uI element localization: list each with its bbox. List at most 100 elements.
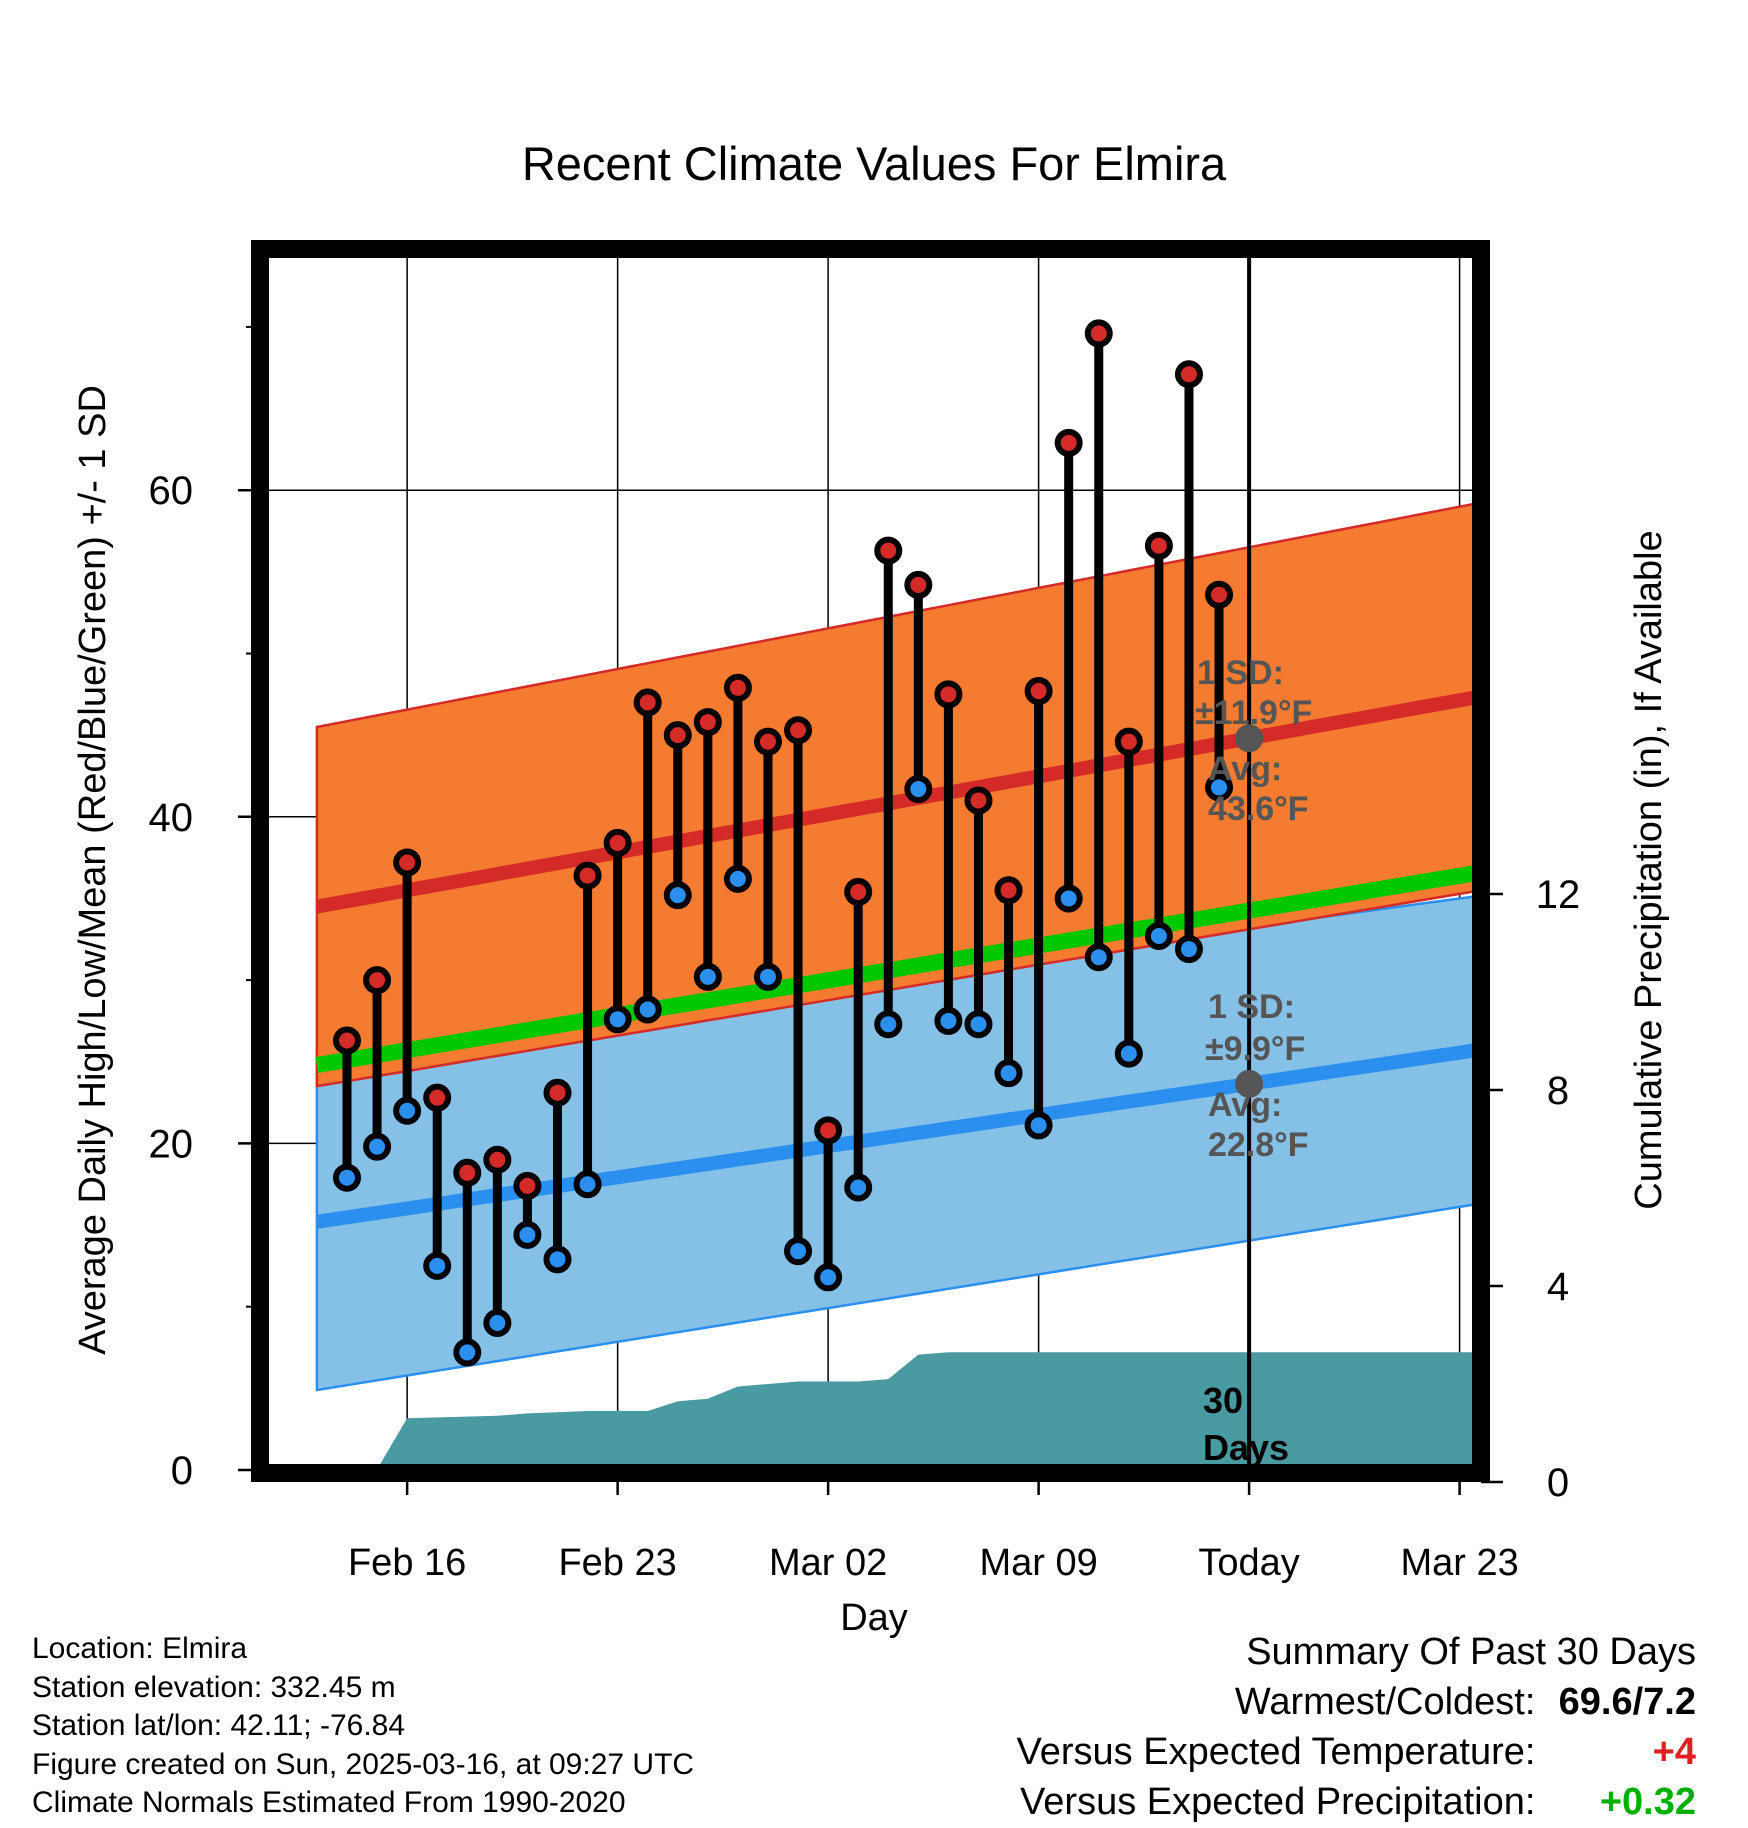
station-location: Location: Elmira [32, 1632, 248, 1665]
station-latlon: Station lat/lon: 42.11; -76.84 [32, 1709, 406, 1742]
high-point [573, 861, 602, 890]
low-avg-label: Avg: [1208, 1086, 1282, 1124]
low-sd-label: 1 SD: [1208, 988, 1295, 1026]
y2-tick-label: 0 [1547, 1461, 1569, 1505]
y2-axis-label: Cumulative Precipitation (in), If Availa… [1628, 530, 1670, 1209]
high-point [603, 828, 632, 857]
high-point [453, 1158, 482, 1187]
low-point [693, 962, 722, 991]
period-label-unit: Days [1203, 1427, 1289, 1468]
low-point [784, 1237, 813, 1266]
low-point [603, 1005, 632, 1034]
low-point [904, 775, 933, 804]
low-point [663, 881, 692, 910]
high-point [693, 708, 722, 737]
low-avg-value: 22.8°F [1208, 1126, 1309, 1164]
summary-precip-row: Versus Expected Precipitation: +0.32 [1017, 1777, 1696, 1827]
low-point [753, 962, 782, 991]
high-point [1024, 677, 1053, 706]
low-point [363, 1132, 392, 1161]
mean-line [315, 864, 1481, 1073]
high-point [814, 1116, 843, 1145]
low-point [1144, 922, 1173, 951]
high-point [333, 1026, 361, 1055]
y-axis-label: Average Daily High/Low/Mean (Red/Blue/Gr… [72, 385, 114, 1355]
high-point [1144, 531, 1173, 560]
y-tick-label: 20 [149, 1122, 194, 1166]
station-info: Location: Elmira Station elevation: 332.… [32, 1630, 694, 1823]
warm-cold-value: 69.6/7.2 [1558, 1681, 1696, 1723]
summary-temp-row: Versus Expected Temperature: +4 [1017, 1727, 1696, 1777]
y-tick-label: 60 [149, 469, 194, 513]
high-point [663, 721, 692, 750]
high-avg-label: Avg: [1208, 750, 1282, 788]
high-point [393, 848, 422, 877]
high-point [1205, 580, 1234, 609]
high-point [994, 876, 1023, 905]
high-point [1084, 319, 1113, 348]
summary-warm-cold-row: Warmest/Coldest: 69.6/7.2 [1017, 1677, 1696, 1727]
high-avg-marker [1235, 724, 1264, 753]
high-point [874, 536, 903, 565]
low-point [994, 1059, 1023, 1088]
low-point [1084, 943, 1113, 972]
high-point [1054, 428, 1083, 457]
low-point [1205, 773, 1234, 802]
high-point [844, 877, 873, 906]
axes: 0 20 40 60 0 4 8 12 Feb 16 Feb 23 Mar 02 Mar 09 Toda… [149, 240, 1580, 1584]
low-sd-value: ±9.9°F [1205, 1030, 1305, 1068]
high-point [964, 786, 993, 815]
x-tick-label: Mar 02 [769, 1542, 887, 1584]
high-point [1114, 727, 1143, 756]
high-point [543, 1078, 572, 1107]
x-tick-label: Feb 23 [558, 1542, 676, 1584]
y-tick-label: 0 [171, 1449, 193, 1493]
high-avg-value: 43.6°F [1208, 790, 1309, 828]
low-avg-marker [1235, 1069, 1264, 1098]
high-point [723, 673, 752, 702]
y2-tick-label: 8 [1547, 1069, 1569, 1113]
high-point [1174, 360, 1203, 389]
low-point [453, 1338, 482, 1367]
x-axis-label: Day [840, 1597, 908, 1639]
x-tick-label: Feb 16 [348, 1542, 466, 1584]
high-point [934, 680, 963, 709]
x-tick-label: Mar 23 [1400, 1542, 1518, 1584]
low-point [844, 1173, 873, 1202]
high-sd-label: 1 SD: [1197, 654, 1284, 692]
low-point [874, 1010, 903, 1039]
precip-label: Versus Expected Precipitation: [1020, 1781, 1536, 1823]
low-point [513, 1220, 542, 1249]
summary-title: Summary Of Past 30 Days [1246, 1631, 1696, 1673]
y2-tick-label: 4 [1547, 1265, 1569, 1309]
low-point [934, 1006, 963, 1035]
high-point [784, 716, 813, 745]
low-point [573, 1170, 602, 1199]
low-point [423, 1251, 452, 1280]
plot-frame [251, 240, 1490, 1482]
high-point [753, 727, 782, 756]
low-point [543, 1245, 572, 1274]
chart-title: Recent Climate Values For Elmira [522, 137, 1227, 190]
low-point [393, 1096, 422, 1125]
high-point [904, 570, 933, 599]
figure-created: Figure created on Sun, 2025-03-16, at 09… [32, 1747, 695, 1781]
low-point [1054, 884, 1083, 913]
temp-label: Versus Expected Temperature: [1016, 1731, 1536, 1773]
high-point [363, 966, 392, 995]
x-tick-label: Today [1198, 1542, 1299, 1584]
low-point [814, 1263, 843, 1292]
low-point [1174, 935, 1203, 964]
station-elevation: Station elevation: 332.45 m [32, 1670, 396, 1704]
summary-panel: Summary Of Past 30 Days Warmest/Coldest:… [1017, 1627, 1696, 1827]
precip-value: +0.32 [1599, 1781, 1696, 1823]
low-point [483, 1309, 512, 1338]
low-point [964, 1010, 993, 1039]
x-tick-label: Mar 09 [979, 1542, 1097, 1584]
normals-period: Climate Normals Estimated From 1990-2020 [32, 1786, 626, 1819]
low-point [1024, 1111, 1053, 1140]
warm-cold-label: Warmest/Coldest: [1234, 1681, 1536, 1723]
high-point [423, 1083, 452, 1112]
